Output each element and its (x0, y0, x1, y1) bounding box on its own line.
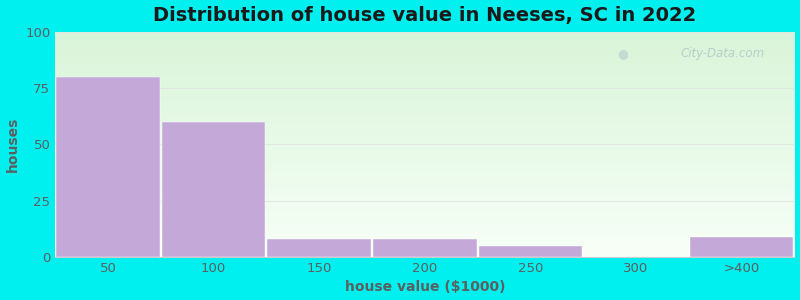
Bar (373, 239, 477, 257)
Text: City-Data.com: City-Data.com (681, 47, 765, 60)
Bar (690, 237, 794, 257)
Bar (162, 122, 266, 257)
Bar (267, 239, 371, 257)
Title: Distribution of house value in Neeses, SC in 2022: Distribution of house value in Neeses, S… (154, 6, 697, 25)
Text: ●: ● (618, 47, 628, 60)
X-axis label: house value ($1000): house value ($1000) (345, 280, 505, 294)
Bar (56, 77, 160, 257)
Bar (478, 246, 582, 257)
Y-axis label: houses: houses (6, 117, 19, 172)
